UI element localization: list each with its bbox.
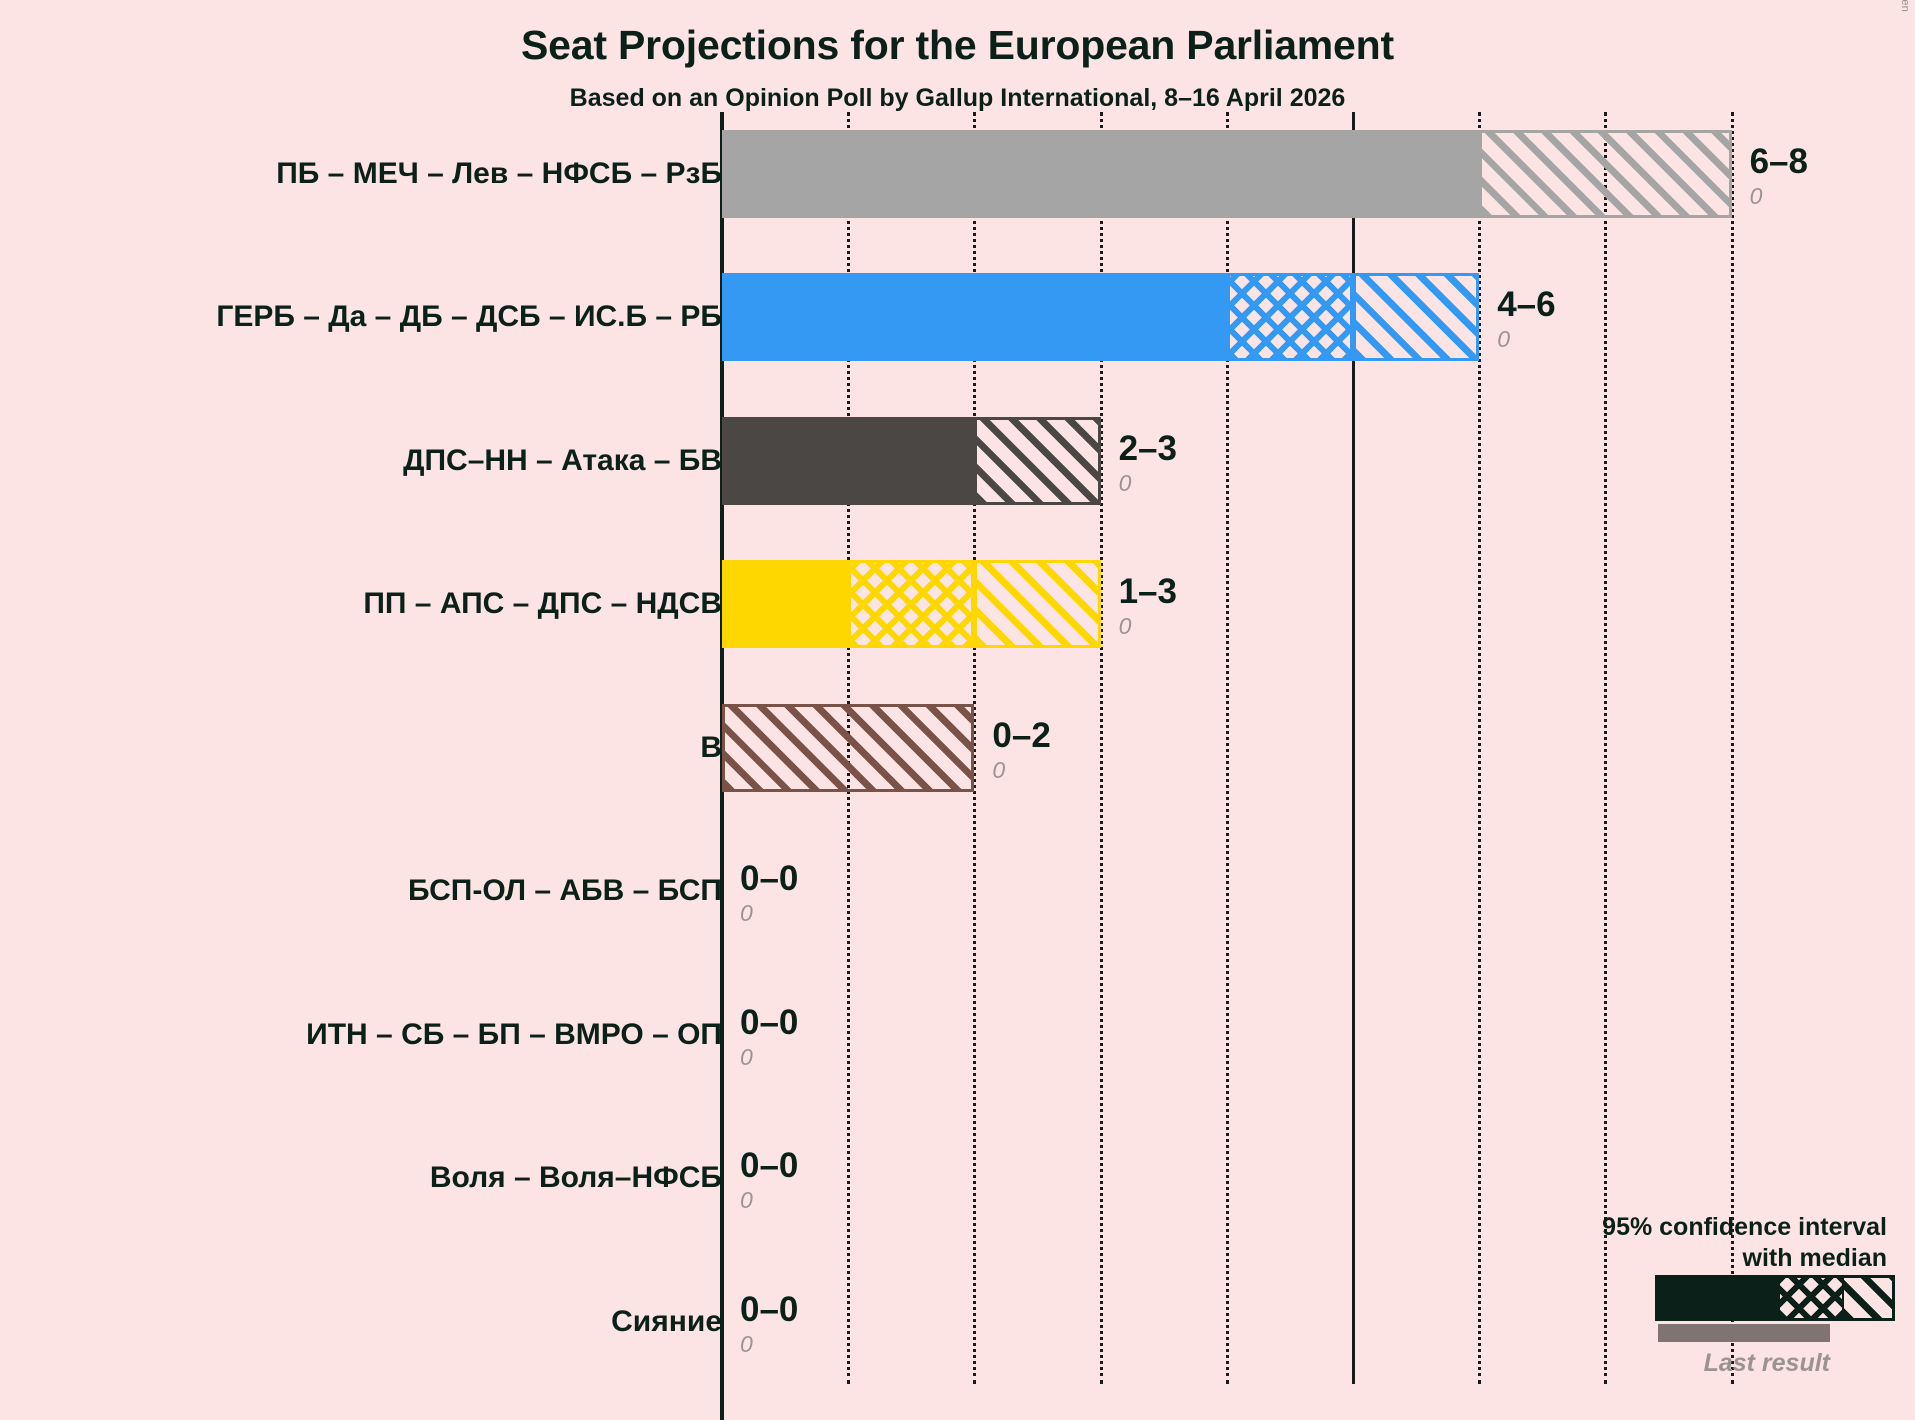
gridline-3 (1099, 112, 1103, 1384)
last-result-value: 0 (1118, 613, 1132, 640)
gridline-5 (1352, 112, 1355, 1384)
bar-segment-upper-hatch (722, 703, 975, 792)
gridline-7 (1604, 112, 1608, 1384)
last-result-value: 0 (1497, 326, 1510, 353)
value-label-group: 2–3 0 (1119, 431, 1177, 495)
page-subtitle: Based on an Opinion Poll by Gallup Inter… (569, 84, 1346, 112)
seat-range-value: 1–3 (1118, 572, 1177, 612)
bar (722, 129, 1732, 218)
page-title: Seat Projections for the European Parlia… (521, 22, 1394, 68)
bar (722, 273, 1480, 362)
gridline-2 (973, 112, 977, 1384)
bar (722, 560, 1101, 649)
seat-range-value: 0–0 (740, 859, 799, 899)
bar (722, 703, 975, 792)
value-label-group: 0–0 0 (740, 1292, 798, 1356)
legend-segment-upper-hatch (1844, 1278, 1892, 1318)
bar-segment-upper-hatch (974, 560, 1101, 649)
last-result-value: 0 (740, 1330, 753, 1357)
bar (722, 416, 1101, 505)
bar-segment-solid (722, 129, 1480, 218)
seat-range-value: 0–0 (740, 1002, 799, 1042)
value-label-group: 0–0 0 (740, 861, 798, 925)
category-label: Воля – Воля–НФСБ (429, 1161, 722, 1195)
legend-title: 95% confidence interval with median (1602, 1212, 1887, 1275)
seat-range-value: 0–0 (740, 1289, 799, 1329)
seat-range-value: 6–8 (1749, 141, 1808, 181)
category-label: В (700, 730, 722, 764)
bar-segment-solid (722, 416, 975, 505)
bar-segment-upper-hatch (974, 416, 1101, 505)
category-label: БСП-ОЛ – АБВ – БСП (407, 874, 722, 908)
bar-segment-upper-hatch (1479, 129, 1732, 218)
seat-range-value: 2–3 (1118, 428, 1177, 468)
value-label-group: 4–6 0 (1497, 287, 1555, 351)
bar-segment-solid (722, 273, 1227, 362)
last-result-value: 0 (1749, 182, 1763, 209)
seat-range-value: 4–6 (1497, 285, 1556, 325)
bar-segment-median-crosshatch (1226, 273, 1353, 362)
last-result-value: 0 (1118, 469, 1132, 496)
value-label-group: 0–0 0 (740, 1148, 798, 1212)
category-label: ГЕРБ – Да – ДБ – ДСБ – ИС.Б – РБ (216, 300, 722, 334)
value-label-group: 6–8 0 (1750, 144, 1808, 208)
last-result-value: 0 (740, 900, 753, 927)
legend-last-result-swatch (1658, 1324, 1830, 1342)
value-label-group: 0–0 0 (740, 1005, 798, 1069)
last-result-value: 0 (740, 1187, 753, 1214)
last-result-value: 0 (740, 1043, 753, 1070)
value-label-group: 1–3 0 (1119, 574, 1177, 638)
legend-last-result-label: Last result (1703, 1349, 1830, 1377)
gridline-6 (1478, 112, 1482, 1384)
bar-segment-solid (722, 560, 849, 649)
seat-range-value: 0–2 (992, 715, 1051, 755)
bar-segment-upper-hatch (1353, 273, 1480, 362)
bar-segment-median-crosshatch (848, 560, 975, 649)
gridline-4 (1225, 112, 1229, 1384)
category-label: Сияние (611, 1304, 722, 1338)
legend-segment-median-crosshatch (1780, 1278, 1842, 1318)
legend-line-2: with median (1742, 1244, 1887, 1273)
category-label: ДПС–НН – Атака – БВ (403, 443, 722, 477)
legend-line-1: 95% confidence interval (1602, 1213, 1887, 1241)
category-label: ИТН – СБ – БП – ВМРО – ОП (306, 1017, 722, 1051)
category-label: ПП – АПС – ДПС – НДСВ (363, 587, 722, 621)
gridline-8 (1730, 112, 1734, 1384)
last-result-value: 0 (992, 756, 1006, 783)
category-label: ПБ – МЕЧ – Лев – НФСБ – РзБ (276, 156, 722, 190)
value-label-group: 0–2 0 (992, 718, 1050, 782)
legend-swatch-bar (1655, 1275, 1895, 1321)
seat-range-value: 0–0 (740, 1146, 799, 1186)
